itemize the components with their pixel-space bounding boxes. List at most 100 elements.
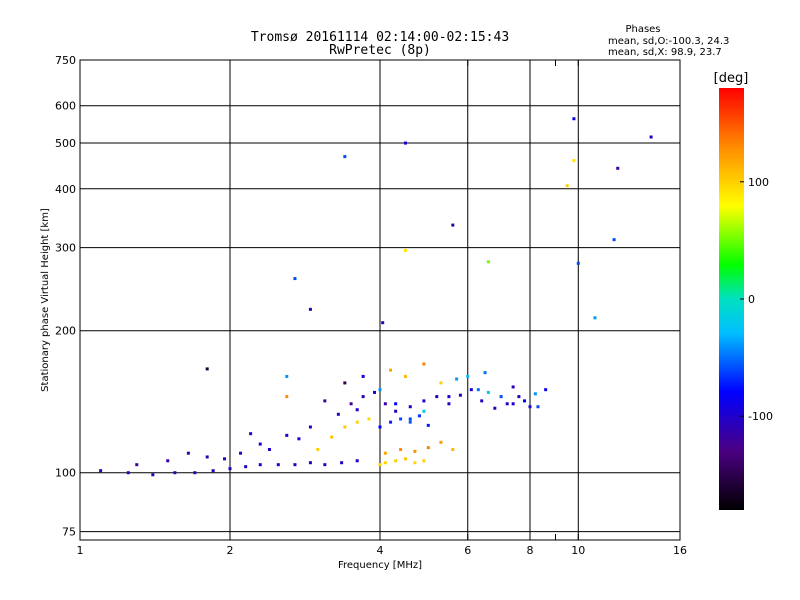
colorbar-tick-label: -100 (748, 410, 773, 423)
data-point (536, 405, 540, 409)
data-point (417, 414, 421, 418)
data-point (403, 141, 407, 145)
data-point (523, 399, 527, 403)
data-point (593, 316, 597, 320)
data-point (285, 395, 289, 399)
data-point (381, 321, 385, 325)
data-point (249, 432, 253, 436)
data-points (99, 117, 653, 477)
data-point (511, 402, 515, 406)
data-point (308, 425, 312, 429)
data-point (616, 166, 620, 170)
data-point (394, 459, 398, 463)
data-point (389, 368, 393, 372)
data-point (166, 459, 170, 463)
data-point (533, 392, 537, 396)
colorbar-label: [deg] (714, 71, 749, 86)
data-point (361, 395, 365, 399)
data-point (565, 184, 569, 188)
data-point (193, 471, 197, 475)
data-point (576, 261, 580, 265)
data-point (505, 402, 509, 406)
data-point (486, 260, 490, 264)
x-tick-label: 2 (227, 544, 234, 557)
data-point (378, 463, 382, 467)
data-point (223, 457, 227, 461)
data-point (439, 381, 443, 385)
data-point (343, 155, 347, 159)
data-point (469, 388, 473, 392)
data-point (316, 447, 320, 451)
data-point (343, 381, 347, 385)
data-point (173, 471, 177, 475)
data-point (330, 435, 334, 439)
data-point (447, 395, 451, 399)
data-point (228, 467, 232, 471)
data-point (258, 442, 262, 446)
data-point (399, 447, 403, 451)
data-point (466, 374, 470, 378)
x-tick-labels: 1 2 4 6 8 10 16 (77, 544, 688, 557)
data-point (544, 388, 548, 392)
data-point (383, 461, 387, 465)
grid-lines (79, 60, 681, 540)
data-point (458, 393, 462, 397)
data-point (413, 449, 417, 453)
data-point (323, 399, 327, 403)
data-point (476, 388, 480, 392)
data-point (323, 463, 327, 467)
data-point (293, 277, 297, 281)
data-point (486, 390, 490, 394)
data-point (394, 402, 398, 406)
data-point (244, 465, 248, 469)
x-tick-label: 16 (673, 544, 687, 557)
data-point (205, 455, 209, 459)
y-tick-labels: 75 100 200 300 400 500 600 750 (55, 54, 76, 539)
x-axis-label: Frequency [MHz] (338, 560, 422, 571)
data-point (378, 388, 382, 392)
chart-title: Tromsø 20161114 02:14:00-02:15:43 (251, 30, 509, 45)
data-point (293, 463, 297, 467)
data-point (297, 437, 301, 441)
stats-heading: Phases (625, 24, 660, 35)
data-point (517, 395, 521, 399)
data-point (276, 463, 280, 467)
y-tick-label: 400 (55, 183, 76, 196)
data-point (343, 425, 347, 429)
stats-o-line: mean, sd,O:-100.3, 24.3 (608, 36, 729, 47)
data-point (399, 417, 403, 421)
data-point (389, 420, 393, 424)
data-point (99, 469, 103, 473)
data-point (451, 223, 455, 227)
data-point (408, 420, 412, 424)
data-point (511, 385, 515, 389)
y-tick-label: 500 (55, 137, 76, 150)
data-point (426, 423, 430, 427)
data-point (367, 417, 371, 421)
x-tick-label: 10 (571, 544, 585, 557)
data-point (408, 405, 412, 409)
data-point (211, 469, 215, 473)
data-point (572, 159, 576, 163)
data-point (308, 461, 312, 465)
colorbar-tick-label: 100 (748, 176, 769, 189)
data-point (493, 406, 497, 410)
data-point (572, 117, 576, 121)
data-point (483, 371, 487, 375)
y-tick-label: 600 (55, 100, 76, 113)
colorbar-ticks: 100 0 -100 (740, 176, 773, 423)
y-tick-label: 200 (55, 325, 76, 338)
data-point (186, 451, 190, 455)
data-point (403, 248, 407, 252)
data-point (373, 390, 377, 394)
y-axis-label: Stationary phase Virtual Height [km] (40, 208, 51, 392)
data-point (435, 395, 439, 399)
data-point (135, 463, 139, 467)
y-tick-label: 300 (55, 242, 76, 255)
data-point (422, 399, 426, 403)
y-tick-label: 100 (55, 467, 76, 480)
y-tick-label: 750 (55, 54, 76, 67)
data-point (422, 459, 426, 463)
data-point (285, 433, 289, 437)
x-tick-label: 8 (527, 544, 534, 557)
